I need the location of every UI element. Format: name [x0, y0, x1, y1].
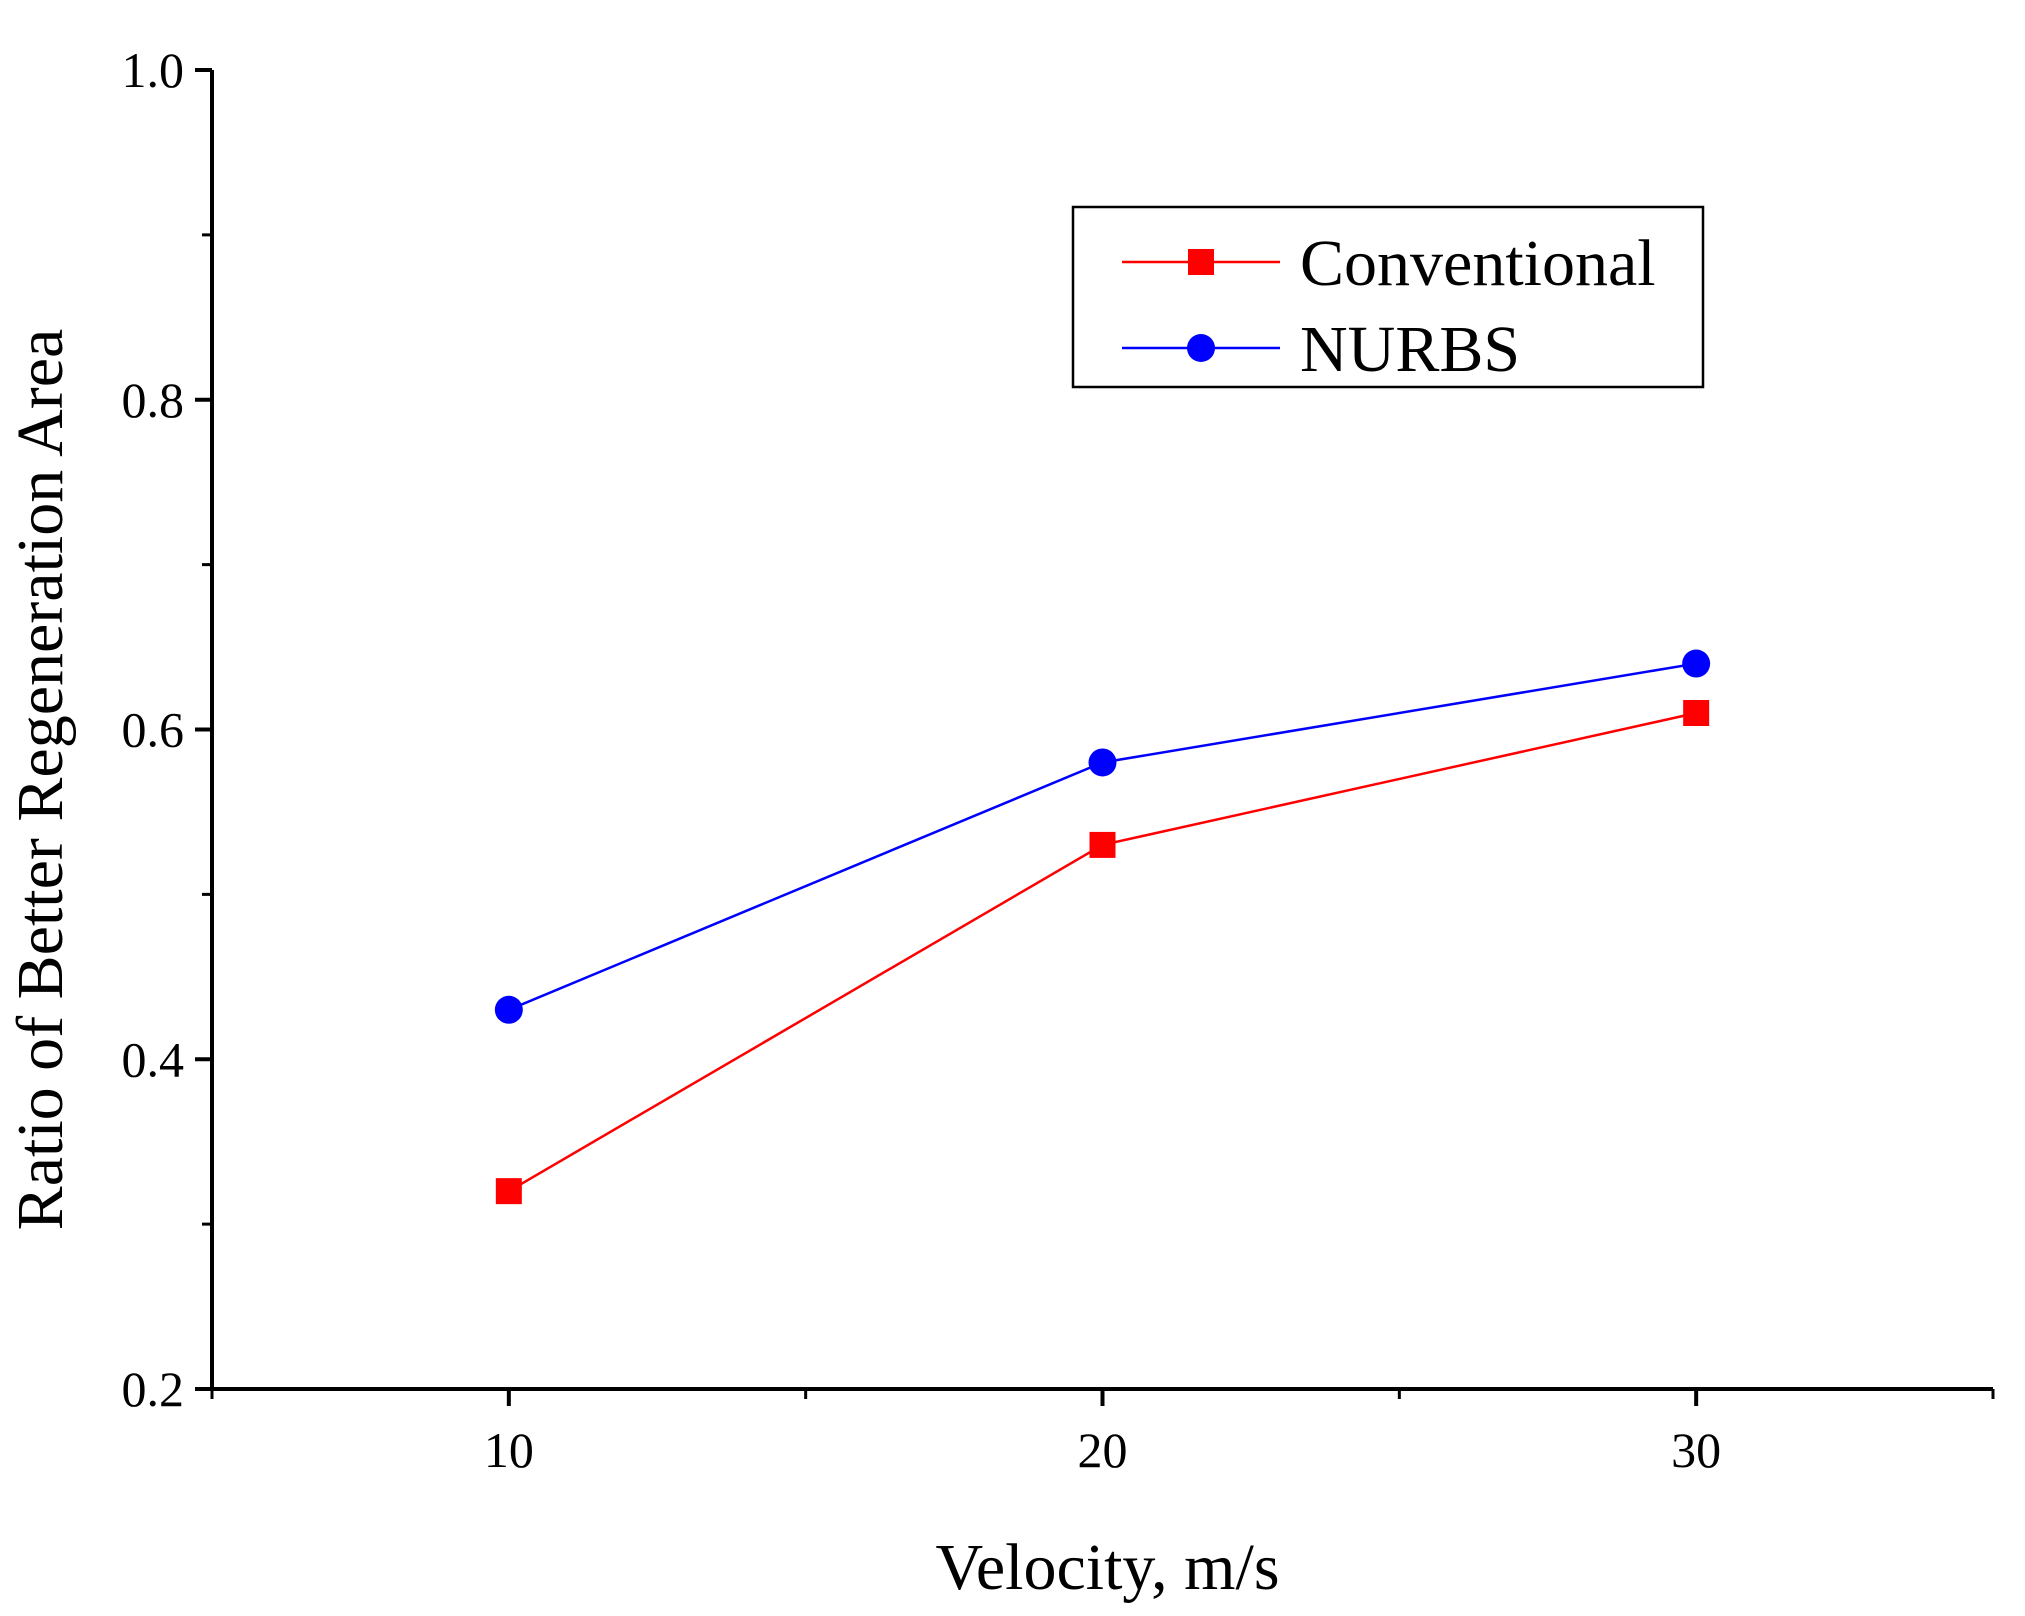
series [494, 649, 1711, 1205]
y-tick-label: 0.2 [122, 1361, 185, 1417]
y-tick-label: 0.6 [122, 702, 185, 758]
data-point-square [495, 1178, 522, 1205]
legend-box [1071, 205, 1705, 389]
x-tick-label: 10 [484, 1422, 534, 1478]
axis-ticks: 0.2 0.4 0.6 0.8 1.0 10 20 30 [122, 42, 1995, 1478]
x-tick-label: 20 [1078, 1422, 1128, 1478]
legend-marker-circle [1187, 334, 1215, 362]
legend-label: Conventional [1300, 227, 1656, 300]
legend-items: Conventional NURBS [1122, 227, 1656, 386]
legend: Conventional NURBS [1071, 205, 1705, 389]
data-point-circle [494, 995, 523, 1024]
x-axis-title: Velocity, m/s [935, 1531, 1279, 1604]
data-point-square [1683, 700, 1710, 727]
data-point-circle [1088, 748, 1117, 777]
legend-label: NURBS [1300, 313, 1520, 386]
data-point-circle [1682, 649, 1711, 678]
x-tick-label: 30 [1671, 1422, 1721, 1478]
data-point-square [1089, 831, 1116, 858]
y-tick-label: 0.4 [122, 1031, 185, 1087]
y-tick-label: 1.0 [122, 42, 185, 98]
y-axis-title: Ratio of Better Regeneration Area [4, 329, 77, 1231]
legend-marker-square [1188, 249, 1214, 275]
y-tick-label: 0.8 [122, 372, 185, 428]
